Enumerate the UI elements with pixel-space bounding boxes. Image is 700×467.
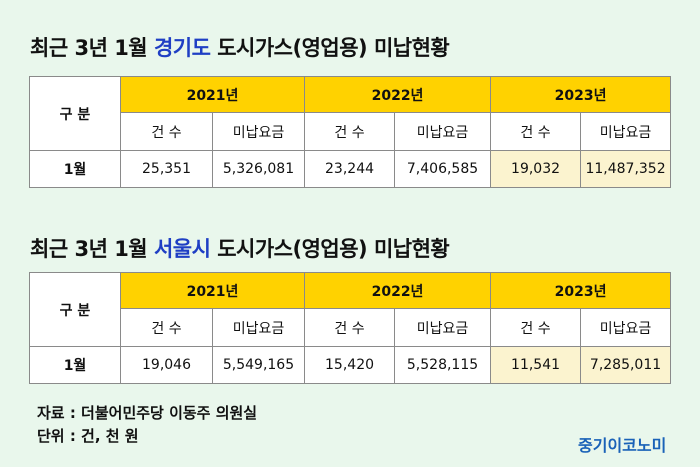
- subheader-count: 건 수: [120, 112, 213, 151]
- table-year-row: 구 분 2021년 2022년 2023년: [29, 76, 672, 151]
- table-row: 1월 19,046 5,549,165 15,420 5,528,115 11,…: [29, 346, 672, 384]
- header-gubun: 구 분: [29, 76, 121, 151]
- table-year-row: 구 분 2021년 2022년 2023년: [29, 272, 672, 347]
- table-seoul: 구 분 2021년 2022년 2023년 건 수 미납요금 건 수 미납요금 …: [29, 272, 672, 384]
- page-title-seoul: 최근 3년 1월 서울시 도시가스(영업용) 미납현황: [30, 233, 450, 263]
- table-gyeonggi: 구 분 2021년 2022년 2023년 건 수 미납요금 건 수 미납요금 …: [29, 76, 672, 188]
- title-suffix: 도시가스(영업용) 미납현황: [210, 237, 450, 261]
- source-note: 자료 : 더불어민주당 이동주 의원실 단위 : 건, 천 원: [37, 402, 257, 448]
- cell-value: 5,549,165: [211, 346, 306, 384]
- year-header: 2021년: [119, 272, 306, 309]
- subheader-unpaid: 미납요금: [211, 308, 306, 347]
- cell-value: 11,541: [490, 346, 582, 384]
- subheader-count: 건 수: [490, 308, 582, 347]
- table-subheader-row: 건 수 미납요금 건 수 미납요금 건 수 미납요금: [30, 308, 672, 347]
- subheader-unpaid: 미납요금: [394, 112, 492, 151]
- source-line: 자료 : 더불어민주당 이동주 의원실: [37, 404, 258, 422]
- cell-value: 15,420: [304, 346, 396, 384]
- cell-value: 25,351: [120, 150, 213, 188]
- subheader-count: 건 수: [490, 112, 582, 151]
- title-region: 서울시: [153, 237, 211, 261]
- table-row: 1월 25,351 5,326,081 23,244 7,406,585 19,…: [29, 150, 672, 188]
- subheader-count: 건 수: [304, 308, 396, 347]
- cell-value: 23,244: [304, 150, 396, 188]
- cell-value: 7,285,011: [580, 346, 672, 384]
- year-header: 2022년: [304, 76, 492, 113]
- subheader-unpaid: 미납요금: [211, 112, 306, 151]
- year-header: 2023년: [490, 272, 672, 309]
- subheader-unpaid: 미납요금: [580, 112, 672, 151]
- subheader-unpaid: 미납요금: [394, 308, 492, 347]
- cell-value: 5,326,081: [211, 150, 306, 188]
- cell-value: 19,046: [120, 346, 213, 384]
- title-region: 경기도: [153, 36, 211, 60]
- subheader-count: 건 수: [120, 308, 213, 347]
- page-title-gyeonggi: 최근 3년 1월 경기도 도시가스(영업용) 미납현황: [30, 32, 450, 62]
- brand-logo: 중기이코노미: [578, 436, 667, 455]
- cell-value: 7,406,585: [394, 150, 492, 188]
- subheader-unpaid: 미납요금: [580, 308, 672, 347]
- year-header: 2023년: [490, 76, 672, 113]
- cell-value: 19,032: [490, 150, 582, 188]
- year-header: 2021년: [119, 76, 306, 113]
- unit-line: 단위 : 건, 천 원: [37, 427, 139, 445]
- table-subheader-row: 건 수 미납요금 건 수 미납요금 건 수 미납요금: [30, 112, 672, 151]
- cell-value: 5,528,115: [394, 346, 492, 384]
- row-label: 1월: [29, 150, 121, 188]
- row-label: 1월: [29, 346, 121, 384]
- year-header: 2022년: [304, 272, 492, 309]
- header-gubun: 구 분: [29, 272, 121, 347]
- cell-value: 11,487,352: [580, 150, 672, 188]
- title-prefix: 최근 3년 1월: [30, 237, 154, 261]
- title-suffix: 도시가스(영업용) 미납현황: [210, 36, 450, 60]
- subheader-count: 건 수: [304, 112, 396, 151]
- title-prefix: 최근 3년 1월: [30, 36, 154, 60]
